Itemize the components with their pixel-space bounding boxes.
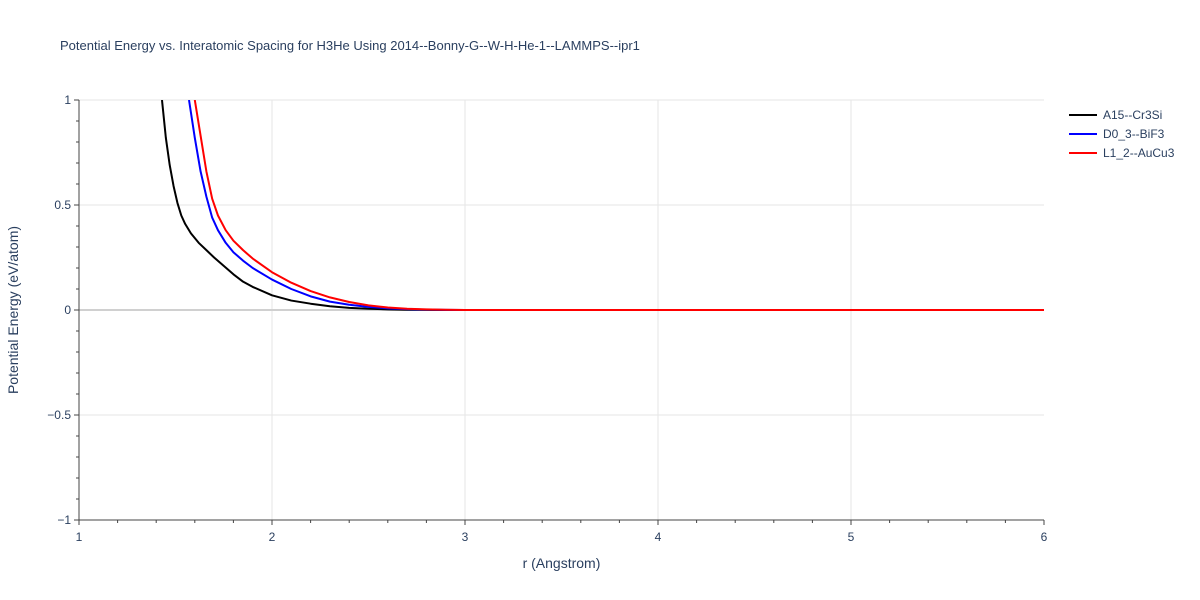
chart-title: Potential Energy vs. Interatomic Spacing… xyxy=(60,38,640,53)
legend-label: L1_2--AuCu3 xyxy=(1103,146,1175,160)
y-tick-label: 0.5 xyxy=(54,198,71,212)
x-tick-label: 1 xyxy=(76,530,83,544)
x-tick-label: 6 xyxy=(1041,530,1048,544)
series-line-l1-2-aucu3[interactable] xyxy=(193,100,1044,311)
x-tick-label: 4 xyxy=(655,530,662,544)
y-tick-label: 1 xyxy=(64,93,71,107)
legend-item[interactable]: A15--Cr3Si xyxy=(1069,108,1162,122)
legend-label: D0_3--BiF3 xyxy=(1103,127,1165,141)
x-tick-label: 2 xyxy=(269,530,276,544)
x-tick-label: 3 xyxy=(462,530,469,544)
y-tick-label: 0 xyxy=(64,303,71,317)
y-axis-title: Potential Energy (eV/atom) xyxy=(5,226,21,394)
legend-item[interactable]: L1_2--AuCu3 xyxy=(1069,146,1175,160)
legend-label: A15--Cr3Si xyxy=(1103,108,1162,122)
tick-labels: 1 2 3 4 5 6 −1 −0.5 0 0.5 1 xyxy=(47,93,1047,544)
y-tick-label: −0.5 xyxy=(47,408,71,422)
axes xyxy=(74,99,1045,525)
y-tick-label: −1 xyxy=(57,513,71,527)
legend-item[interactable]: D0_3--BiF3 xyxy=(1069,127,1165,141)
legend: A15--Cr3Si D0_3--BiF3 L1_2--AuCu3 xyxy=(1069,108,1175,160)
series-lines xyxy=(160,100,1044,311)
x-tick-label: 5 xyxy=(848,530,855,544)
x-axis-title: r (Angstrom) xyxy=(523,555,601,571)
